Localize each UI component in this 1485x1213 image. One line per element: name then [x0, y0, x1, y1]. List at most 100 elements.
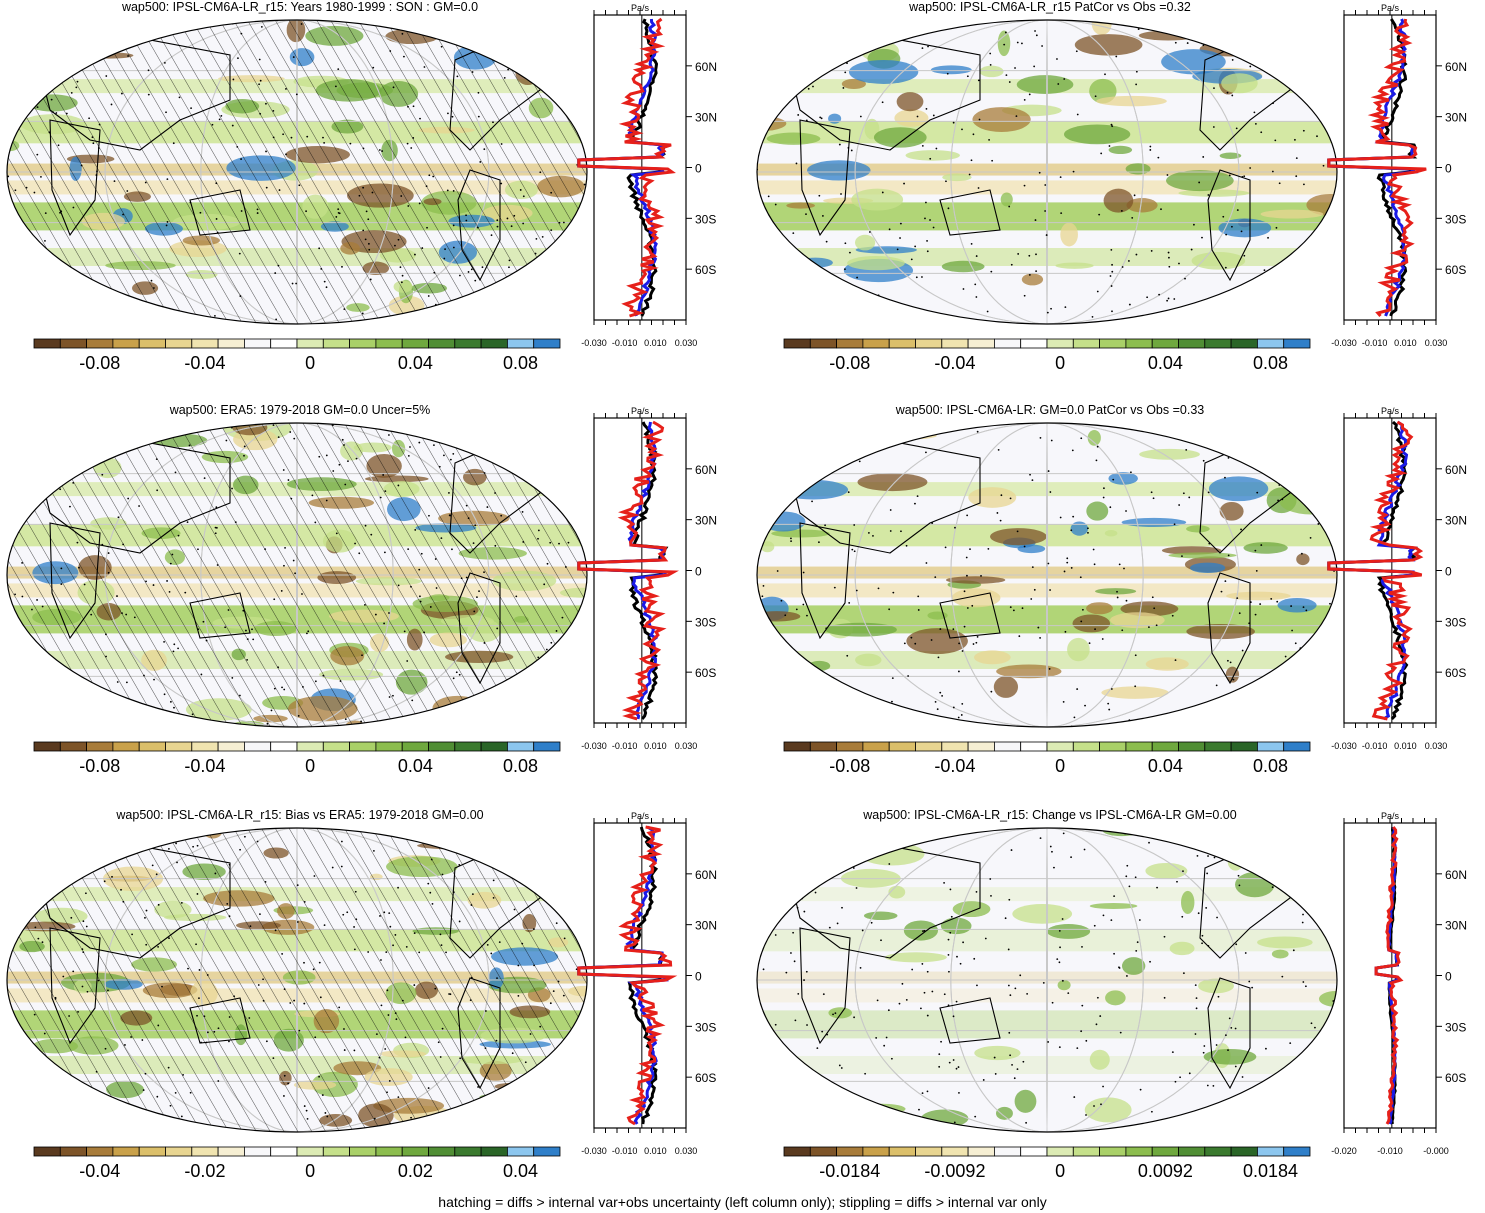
- profile-lat-label: 30S: [695, 615, 716, 629]
- colorbar-tick-label: 0.04: [398, 756, 433, 776]
- colorbar-tick-label: -0.08: [829, 353, 870, 373]
- panel-graphic: Pa/s 60N 30N 0 30S 60S -0.030 -0.010 0.010 0.030 -…: [6, 3, 717, 373]
- profile-lat-label: 30N: [1445, 514, 1467, 528]
- panel-graphic: Pa/s 60N 30N 0 30S 60S -0.020 -0.010 -0.000 -0.01…: [756, 811, 1467, 1181]
- colorbar-tick-label: 0: [305, 1161, 315, 1181]
- profile-x-tick-label: 0.030: [675, 1146, 698, 1156]
- profile-lat-label: 60N: [1445, 463, 1467, 477]
- colorbar: -0.08 -0.04 0 0.04 0.08: [783, 741, 1311, 776]
- colorbar-tick-label: -0.04: [184, 353, 225, 373]
- profile-lat-label: 60N: [1445, 60, 1467, 74]
- profile-x-tick-label: -0.010: [1362, 741, 1388, 751]
- colorbar-tick-label: 0.08: [1253, 353, 1288, 373]
- profile-x-tick-label: 0.030: [1425, 741, 1448, 751]
- profile-unit-label: Pa/s: [1381, 406, 1400, 416]
- profile-lat-label: 60S: [695, 666, 716, 680]
- profile-x-tick-label: -0.030: [581, 741, 607, 751]
- profile-x-tick-label: -0.020: [1331, 1146, 1357, 1156]
- profile-lat-label: 30S: [1445, 212, 1466, 226]
- world-map: [7, 20, 587, 324]
- profile-unit-label: Pa/s: [1381, 811, 1400, 821]
- profile-lat-label: 30N: [1445, 919, 1467, 933]
- profile-line-red: [1327, 420, 1424, 721]
- profile-lat-label: 30N: [1445, 111, 1467, 125]
- profile-lat-label: 30S: [1445, 1020, 1466, 1034]
- profile-lat-label: 0: [1445, 565, 1452, 579]
- profile-lat-label: 60S: [695, 263, 716, 277]
- profile-lat-label: 30N: [695, 514, 717, 528]
- profile-unit-label: Pa/s: [631, 811, 650, 821]
- profile-unit-label: Pa/s: [631, 406, 650, 416]
- colorbar-tick-label: 0: [1055, 756, 1065, 776]
- profile-x-tick-label: -0.010: [1362, 338, 1388, 348]
- colorbar-tick-label: 0.04: [503, 1161, 538, 1181]
- profile-lat-label: 60S: [695, 1071, 716, 1085]
- profile-lat-label: 60S: [1445, 263, 1466, 277]
- colorbar-tick-label: -0.04: [934, 756, 975, 776]
- panel-model-climatology: wap500: IPSL-CM6A-LR_r15: Years 1980-199…: [0, 0, 745, 405]
- profile-lat-label: 30N: [695, 919, 717, 933]
- colorbar-tick-label: -0.04: [934, 353, 975, 373]
- profile-x-tick-label: -0.010: [1377, 1146, 1403, 1156]
- profile-x-tick-label: 0.030: [675, 338, 698, 348]
- profile-x-tick-label: -0.030: [581, 338, 607, 348]
- colorbar-tick-label: 0.02: [398, 1161, 433, 1181]
- colorbar-tick-label: 0: [305, 756, 315, 776]
- profile-x-tick-label: 0.010: [1394, 741, 1417, 751]
- panel-era5-climatology: wap500: ERA5: 1979-2018 GM=0.0 Uncer=5% …: [0, 403, 745, 808]
- profile-line-red: [1374, 826, 1404, 1125]
- panel-graphic: Pa/s 60N 30N 0 30S 60S -0.030 -0.010 0.010 0.030 -…: [6, 811, 717, 1181]
- zonal-mean-profile: Pa/s 60N 30N 0 30S 60S -0.030 -0.010 0.010 0.030: [1327, 406, 1467, 751]
- colorbar: -0.04 -0.02 0 0.02 0.04: [33, 1146, 561, 1181]
- panel-title: wap500: IPSL-CM6A-LR_r15: Change vs IPSL…: [863, 808, 1237, 822]
- profile-lat-label: 0: [1445, 970, 1452, 984]
- panel-title: wap500: IPSL-CM6A-LR_r15: Years 1980-199…: [121, 0, 479, 14]
- profile-x-tick-label: -0.000: [1423, 1146, 1449, 1156]
- colorbar-tick-label: 0.04: [398, 353, 433, 373]
- colorbar-tick-label: 0.08: [503, 353, 538, 373]
- profile-x-tick-label: -0.010: [612, 338, 638, 348]
- colorbar: -0.08 -0.04 0 0.04 0.08: [33, 338, 561, 373]
- world-map: [757, 828, 1337, 1132]
- profile-x-tick-label: 0.010: [644, 741, 667, 751]
- colorbar-tick-label: 0.04: [1148, 353, 1183, 373]
- colorbar-tick-label: -0.04: [184, 756, 225, 776]
- colorbar-tick-label: 0.04: [1148, 756, 1183, 776]
- panel-graphic: Pa/s 60N 30N 0 30S 60S -0.030 -0.010 0.010 0.030 -…: [756, 406, 1467, 776]
- profile-unit-label: Pa/s: [1381, 3, 1400, 13]
- figure-footnote: hatching = diffs > internal var+obs unce…: [438, 1194, 1047, 1210]
- profile-line-red: [577, 420, 679, 721]
- zonal-mean-profile: Pa/s 60N 30N 0 30S 60S -0.030 -0.010 0.010 0.030: [577, 811, 717, 1156]
- colorbar-tick-label: 0.08: [1253, 756, 1288, 776]
- profile-lat-label: 60N: [695, 60, 717, 74]
- panel-bias-vs-era5: wap500: IPSL-CM6A-LR_r15: Bias vs ERA5: …: [0, 808, 745, 1213]
- profile-x-tick-label: -0.010: [612, 1146, 638, 1156]
- profile-lat-label: 30N: [695, 111, 717, 125]
- zonal-mean-profile: Pa/s 60N 30N 0 30S 60S -0.030 -0.010 0.010 0.030: [577, 3, 717, 348]
- colorbar-tick-label: 0: [305, 353, 315, 373]
- colorbar-tick-label: -0.0184: [819, 1161, 880, 1181]
- zonal-mean-profile: Pa/s 60N 30N 0 30S 60S -0.020 -0.010 -0.000: [1331, 811, 1467, 1156]
- profile-line-red: [577, 825, 678, 1126]
- profile-lat-label: 60S: [1445, 1071, 1466, 1085]
- colorbar-tick-label: 0: [1055, 353, 1065, 373]
- profile-x-tick-label: -0.010: [612, 741, 638, 751]
- profile-lat-label: 60N: [695, 868, 717, 882]
- colorbar-tick-label: -0.08: [829, 756, 870, 776]
- panel-title: wap500: IPSL-CM6A-LR_r15 PatCor vs Obs =…: [909, 0, 1191, 14]
- profile-line-red: [577, 17, 676, 318]
- panel-model-ensemble-patcor: wap500: IPSL-CM6A-LR: GM=0.0 PatCor vs O…: [750, 403, 1485, 808]
- profile-x-tick-label: 0.030: [1425, 338, 1448, 348]
- profile-lat-label: 30S: [695, 1020, 716, 1034]
- colorbar: -0.08 -0.04 0 0.04 0.08: [33, 741, 561, 776]
- colorbar-tick-label: -0.02: [184, 1161, 225, 1181]
- profile-x-tick-label: 0.010: [644, 1146, 667, 1156]
- profile-lat-label: 60N: [695, 463, 717, 477]
- profile-unit-label: Pa/s: [631, 3, 650, 13]
- zonal-mean-profile: Pa/s 60N 30N 0 30S 60S -0.030 -0.010 0.010 0.030: [1327, 3, 1467, 348]
- profile-lat-label: 30S: [1445, 615, 1466, 629]
- profile-lat-label: 0: [695, 162, 702, 176]
- panel-graphic: Pa/s 60N 30N 0 30S 60S -0.030 -0.010 0.010 0.030 -…: [6, 406, 717, 776]
- panel-model-patcor: wap500: IPSL-CM6A-LR_r15 PatCor vs Obs =…: [750, 0, 1485, 405]
- colorbar-tick-label: 0.0092: [1138, 1161, 1193, 1181]
